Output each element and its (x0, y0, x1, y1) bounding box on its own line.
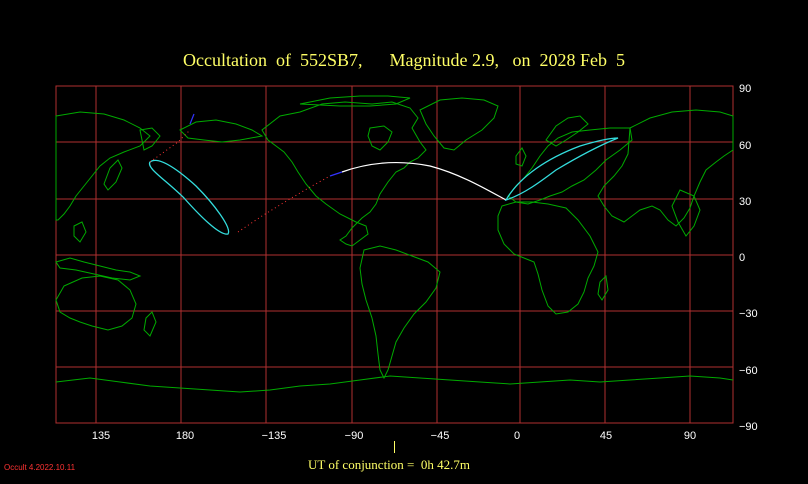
coast-australia (55, 275, 137, 331)
occultation-path (148, 113, 619, 235)
x-tick-label: −135 (261, 430, 287, 442)
y-tick-label: 60 (739, 140, 752, 152)
dotted-path-north (149, 129, 191, 163)
footprint-pacific (148, 159, 230, 235)
coastlines (55, 95, 734, 393)
coast-kamchatka (139, 127, 161, 151)
coast-arctic-islands (299, 95, 411, 107)
x-tick-label: 135 (91, 430, 111, 442)
conjunction-tick (394, 441, 395, 453)
coast-north-america (261, 101, 427, 247)
x-tick-label: 90 (683, 430, 697, 442)
conjunction-time: UT of conjunction = 0h 42.7m (308, 457, 470, 472)
coast-europe (507, 127, 633, 205)
x-tick-label: 0 (513, 430, 521, 442)
coast-indonesia (55, 257, 142, 281)
dotted-path-pacific (237, 175, 331, 233)
coast-antarctica (55, 375, 734, 393)
blue-path-north (189, 113, 195, 125)
coast-india (671, 189, 701, 237)
coast-britain (515, 147, 527, 167)
coast-scandinavia (545, 115, 589, 147)
y-tick-label: −60 (739, 365, 758, 377)
coast-south-america (359, 245, 441, 380)
y-tick-label: −90 (739, 421, 758, 433)
coast-hudson-bay (367, 125, 393, 151)
y-tick-label: 0 (739, 252, 746, 264)
coast-africa (497, 201, 599, 315)
coast-greenland (419, 97, 499, 151)
blue-path-na (329, 171, 343, 177)
graticule (56, 86, 733, 423)
coast-east-asia-left (55, 111, 151, 221)
coast-asia (597, 109, 734, 227)
coast-japan (103, 159, 123, 191)
central-path-line (341, 162, 507, 201)
x-tick-label: 45 (599, 430, 613, 442)
coast-madagascar (597, 274, 609, 301)
coast-alaska (179, 119, 264, 143)
version-label: Occult 4.2022.10.11 (4, 463, 76, 472)
y-tick-label: −30 (739, 308, 758, 320)
map-title: Occultation of 552SB7, Magnitude 2.9, on… (183, 50, 625, 70)
y-tick-label: 90 (739, 83, 752, 95)
coast-new-zealand (143, 311, 157, 337)
coast-philippines (73, 221, 87, 243)
footprint-europe (504, 137, 619, 202)
x-tick-label: 180 (175, 430, 195, 442)
y-tick-label: 30 (739, 196, 752, 208)
x-tick-label: −45 (430, 430, 450, 442)
x-tick-label: −90 (344, 430, 364, 442)
